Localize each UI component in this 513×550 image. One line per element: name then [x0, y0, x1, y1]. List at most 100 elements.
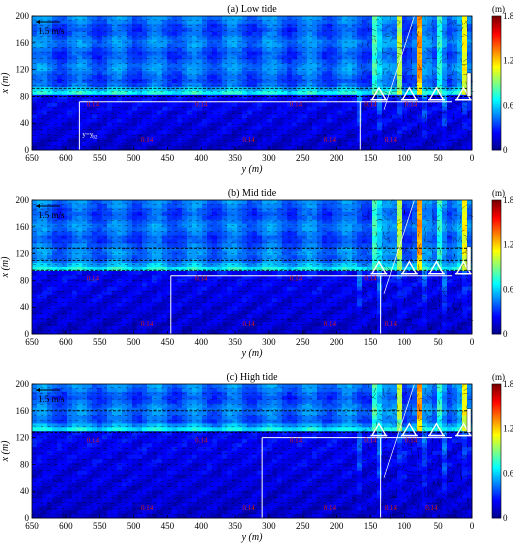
heatmap-cell — [122, 98, 128, 104]
heatmap-cell — [292, 142, 298, 147]
heatmap-cell — [172, 142, 178, 147]
heatmap-cell — [157, 207, 163, 213]
heatmap-cell — [172, 59, 178, 64]
heatmap-cell — [377, 16, 383, 21]
heatmap-cell — [72, 110, 78, 115]
heatmap-cell — [282, 47, 288, 52]
heatmap-cell — [237, 126, 243, 131]
heatmap-cell — [32, 59, 38, 64]
heatmap-cell — [302, 126, 308, 131]
heatmap-cell — [102, 55, 108, 60]
velocity-vector — [266, 107, 270, 109]
heatmap-cell — [297, 27, 303, 33]
heatmap-cell — [227, 43, 233, 48]
heatmap-cell — [152, 19, 158, 25]
heatmap-cell — [152, 106, 158, 111]
heatmap-cell — [352, 75, 358, 80]
velocity-vector — [395, 80, 398, 85]
velocity-vector — [253, 118, 256, 120]
heatmap-cell — [342, 110, 348, 115]
heatmap-cell — [212, 126, 218, 131]
heatmap-cell — [327, 86, 333, 92]
heatmap-cell — [157, 83, 163, 88]
heatmap-cell — [142, 59, 148, 64]
heatmap-cell — [227, 146, 233, 151]
heatmap-cell — [382, 126, 388, 131]
heatmap-cell — [297, 35, 303, 41]
heatmap-cell — [437, 39, 443, 44]
heatmap-cell — [182, 94, 188, 100]
heatmap-cell — [362, 90, 368, 96]
heatmap-cell — [317, 51, 323, 56]
velocity-vector — [139, 139, 143, 141]
heatmap-cell — [212, 19, 218, 25]
heatmap-cell — [367, 16, 373, 21]
heatmap-cell — [112, 106, 118, 111]
heatmap-cell — [247, 71, 253, 76]
heatmap-cell — [262, 27, 268, 33]
velocity-vector — [160, 47, 164, 49]
velocity-vector — [301, 69, 306, 70]
heatmap-cell — [387, 138, 393, 143]
heatmap-cell — [397, 23, 403, 29]
heatmap-cell — [147, 110, 153, 115]
heatmap-cell — [322, 83, 328, 88]
heatmap-cell — [202, 86, 208, 92]
velocity-vector — [370, 107, 376, 110]
heatmap-cell — [97, 200, 103, 205]
heatmap-cell — [367, 67, 373, 72]
heatmap-cell — [412, 35, 418, 41]
heatmap-cell — [187, 39, 193, 44]
heatmap-cell — [327, 59, 333, 64]
heatmap-cell — [342, 71, 348, 76]
heatmap-cell — [127, 200, 133, 205]
heatmap-cell — [167, 146, 173, 151]
heatmap-cell — [277, 39, 283, 44]
heatmap-cell — [132, 83, 138, 88]
heatmap-cell — [87, 63, 93, 68]
heatmap-cell — [442, 98, 448, 104]
velocity-vector — [404, 129, 409, 135]
heatmap-cell — [172, 79, 178, 84]
velocity-vector — [124, 69, 129, 71]
heatmap-cell — [412, 142, 418, 147]
heatmap-cell — [297, 211, 303, 217]
heatmap-cell — [217, 43, 223, 48]
heatmap-cell — [167, 43, 173, 48]
heatmap-cell — [237, 35, 243, 41]
heatmap-cell — [447, 122, 453, 127]
heatmap-cell — [457, 31, 463, 37]
y-tick-label: 0 — [25, 145, 30, 155]
heatmap-cell — [302, 200, 308, 205]
heatmap-cell — [412, 98, 418, 104]
heatmap-cell — [392, 43, 398, 48]
heatmap-cell — [82, 122, 88, 127]
heatmap-cell — [67, 59, 73, 64]
velocity-vector — [302, 107, 306, 109]
heatmap-cell — [352, 94, 358, 100]
velocity-vector — [295, 134, 299, 136]
heatmap-cell — [352, 114, 358, 119]
heatmap-cell — [227, 16, 233, 21]
velocity-vector — [359, 23, 362, 26]
heatmap-cell — [147, 83, 153, 88]
heatmap-cell — [452, 43, 458, 48]
heatmap-cell — [432, 47, 438, 52]
heatmap-cell — [232, 114, 238, 119]
heatmap-cell — [427, 75, 433, 80]
velocity-vector — [33, 101, 37, 103]
heatmap-cell — [102, 31, 108, 37]
heatmap-cell — [187, 102, 193, 108]
heatmap-cell — [257, 27, 263, 33]
heatmap-cell — [182, 16, 188, 21]
heatmap-cell — [372, 118, 378, 123]
heatmap-cell — [427, 47, 433, 52]
heatmap-cell — [327, 75, 333, 80]
heatmap-cell — [312, 138, 318, 143]
heatmap-cell — [137, 55, 143, 60]
heatmap-cell — [467, 146, 473, 151]
heatmap-cell — [222, 207, 228, 213]
heatmap-cell — [292, 67, 298, 72]
velocity-vector — [451, 36, 454, 42]
heatmap-cell — [82, 200, 88, 205]
